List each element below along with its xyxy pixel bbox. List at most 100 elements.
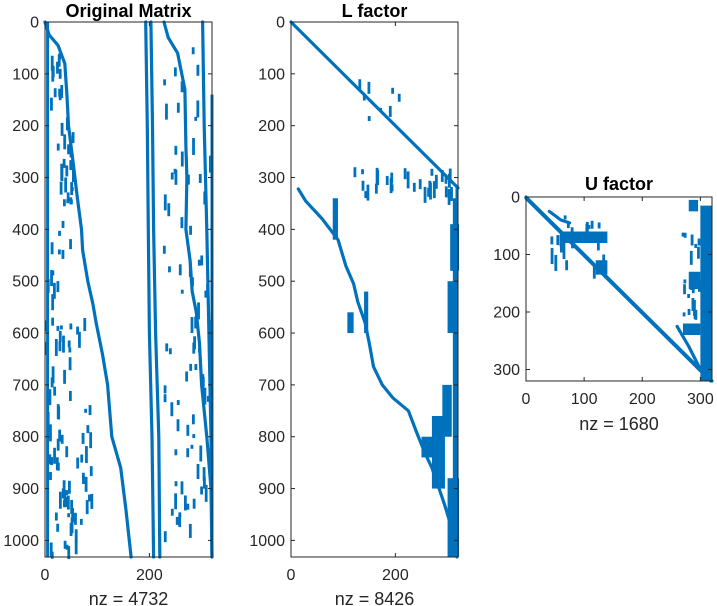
nonzero-entry xyxy=(180,481,184,495)
panel-original-matrix: Original Matrix 0 100 200 300 400 500 600 700 80… xyxy=(3,1,214,606)
nonzero-entry xyxy=(361,180,365,191)
nonzero-entry xyxy=(53,447,56,464)
nonzero-entry xyxy=(434,174,438,189)
nonzero-entry xyxy=(59,325,63,330)
y-tick-label: 400 xyxy=(12,222,39,239)
y-tick-label: 700 xyxy=(12,377,39,394)
nonzero-entry xyxy=(74,529,78,543)
nonzero-entry xyxy=(44,320,48,332)
nonzero-entry xyxy=(187,174,190,185)
nonzero-entry xyxy=(58,491,62,509)
nonzero-entry xyxy=(58,230,61,236)
nonzero-entry xyxy=(390,184,394,192)
nonzero-entry xyxy=(58,330,62,342)
nonzero-entry xyxy=(69,323,73,330)
nonzero-entry xyxy=(385,176,389,186)
nonzero-entry xyxy=(79,518,83,525)
nonzero-entry xyxy=(444,176,448,184)
nonzero-entry xyxy=(697,280,701,292)
nonzero-entry xyxy=(208,454,212,469)
nonzero-entry xyxy=(554,254,558,271)
nonzero-entry xyxy=(418,179,422,190)
nonzero-entry xyxy=(81,472,85,479)
nonzero-entry xyxy=(186,448,190,458)
nonzero-block xyxy=(421,436,443,458)
nonzero-entry xyxy=(49,424,52,442)
nonzero-entry xyxy=(69,197,73,205)
nonzero-entry xyxy=(390,172,394,184)
nonzero-entry xyxy=(403,168,407,180)
nonzero-entry xyxy=(689,285,693,290)
nonzero-entry xyxy=(67,340,71,348)
nonzero-entry xyxy=(432,181,436,199)
nonzero-entry xyxy=(60,85,64,99)
nonzero-entry xyxy=(58,341,62,352)
nonzero-entry xyxy=(63,199,66,207)
nonzero-entry xyxy=(430,168,434,176)
nonzero-entry xyxy=(602,254,606,271)
y-tick-label: 0 xyxy=(511,190,520,207)
nonzero-entry xyxy=(206,395,210,402)
nonzero-entry xyxy=(50,55,54,71)
nonzero-entry xyxy=(71,167,75,182)
nonzero-entry xyxy=(192,498,196,509)
nonzero-entry xyxy=(189,363,193,371)
nonzero-entry xyxy=(556,235,560,246)
nonzero-entry xyxy=(585,223,589,237)
nonzero-block xyxy=(442,384,452,437)
y-tick-label: 1000 xyxy=(3,533,39,550)
nonzero-entry xyxy=(358,79,362,92)
nonzero-entry xyxy=(163,394,167,403)
nonzero-entry xyxy=(163,531,167,543)
nonzero-entry xyxy=(367,116,371,122)
nonzero-entry xyxy=(49,542,53,557)
nonzero-entry xyxy=(174,493,178,510)
nonzero-entry xyxy=(178,264,182,276)
nonzero-entry xyxy=(197,259,201,266)
y-tick-label: 600 xyxy=(258,326,285,343)
y-tick-label: 300 xyxy=(493,362,520,379)
nonzero-entry xyxy=(180,217,184,229)
nonzero-entry xyxy=(56,143,60,151)
y-tick-label: 800 xyxy=(12,429,39,446)
nonzero-entry xyxy=(58,53,61,60)
x-tick-label: 0 xyxy=(287,567,296,584)
nonzero-entry xyxy=(89,466,93,477)
nonzero-entry xyxy=(167,203,171,217)
nonzero-entry xyxy=(85,500,89,515)
nonzero-entry xyxy=(162,245,166,254)
nonzero-entry xyxy=(440,169,444,182)
nonzero-entry xyxy=(176,419,180,432)
nonzero-entry xyxy=(57,54,61,67)
nonzero-block xyxy=(700,205,712,381)
x-tick-label: 200 xyxy=(382,567,409,584)
nonzero-entry xyxy=(56,61,59,74)
nonzero-entry xyxy=(54,338,58,356)
nonzero-entry xyxy=(59,181,63,195)
nonzero-entry xyxy=(71,508,75,523)
nonzero-entry xyxy=(188,523,192,538)
nonzero-entry xyxy=(68,480,71,494)
y-tick-label: 800 xyxy=(258,429,285,446)
nonzero-entry xyxy=(57,406,61,420)
nonzero-entry xyxy=(199,445,203,462)
nonzero-entry xyxy=(406,171,410,189)
nonzero-entry xyxy=(170,508,174,516)
nonzero-entry xyxy=(364,191,368,199)
y-tick-label: 200 xyxy=(12,118,39,135)
nonzero-entry xyxy=(448,168,452,182)
nonzero-entry xyxy=(71,132,75,144)
nonzero-entry xyxy=(74,512,77,525)
nonzero-entry xyxy=(691,278,695,294)
nonzero-entry xyxy=(165,103,168,120)
y-tick-label: 1000 xyxy=(249,533,285,550)
nonzero-entry xyxy=(397,93,401,102)
nonzero-entry xyxy=(84,476,88,492)
nonzero-entry xyxy=(563,215,567,220)
panel-l-factor: L factor 0 100 200 300 400 500 600 700 800 900 100… xyxy=(249,1,460,606)
nonzero-entry xyxy=(681,232,685,237)
nonzero-entry xyxy=(57,249,61,255)
nonzero-entry xyxy=(201,374,205,389)
